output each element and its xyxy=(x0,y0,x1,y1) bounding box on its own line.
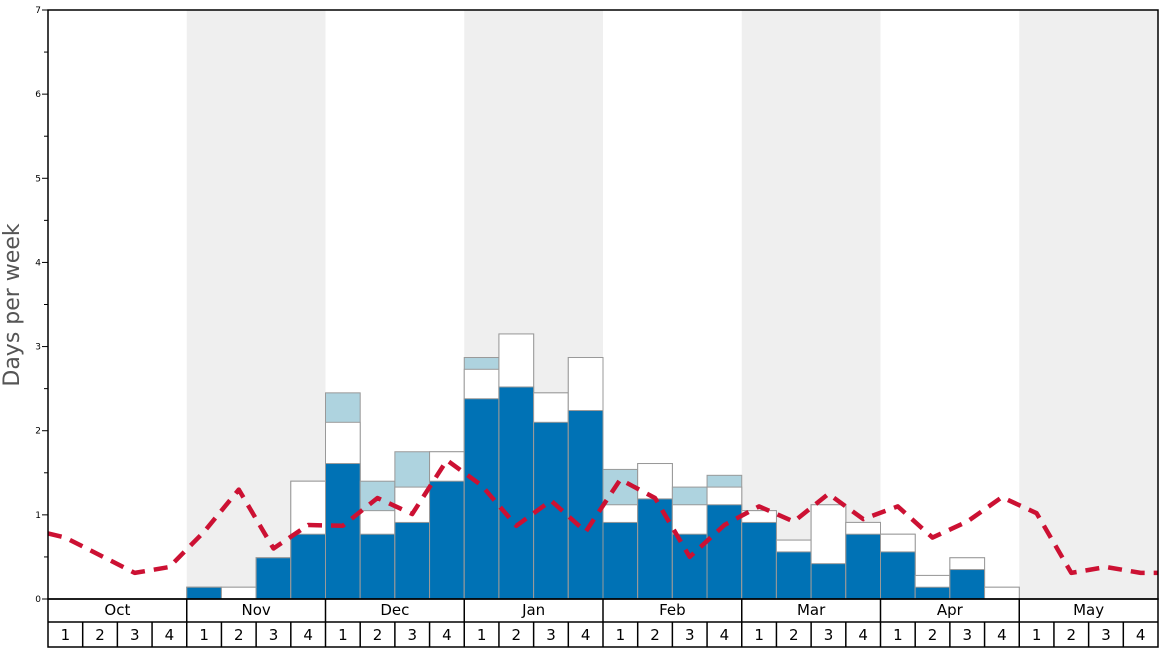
bar-base-24 xyxy=(846,534,881,599)
week-label: 3 xyxy=(962,626,972,644)
week-label: 3 xyxy=(824,626,834,644)
bar-base-16 xyxy=(568,411,603,599)
week-label: 4 xyxy=(581,626,591,644)
bar-mid-28 xyxy=(985,587,1020,599)
y-tick-label: 7 xyxy=(35,6,41,16)
month-label-oct: Oct xyxy=(104,601,130,619)
week-label: 2 xyxy=(373,626,383,644)
bar-base-17 xyxy=(603,522,638,599)
week-label: 2 xyxy=(789,626,799,644)
y-tick-label: 4 xyxy=(35,258,41,268)
week-label: 1 xyxy=(1032,626,1042,644)
week-label: 4 xyxy=(442,626,452,644)
week-label: 1 xyxy=(754,626,764,644)
week-label: 3 xyxy=(546,626,556,644)
bar-base-12 xyxy=(430,481,465,599)
y-tick-label: 2 xyxy=(35,427,41,437)
y-tick-label: 1 xyxy=(35,511,41,521)
month-label-may: May xyxy=(1073,601,1104,619)
bar-base-22 xyxy=(776,552,811,599)
month-label-apr: Apr xyxy=(937,601,964,619)
week-label: 1 xyxy=(199,626,209,644)
month-label-jan: Jan xyxy=(521,601,545,619)
week-label: 4 xyxy=(720,626,730,644)
week-label: 3 xyxy=(685,626,695,644)
y-tick-label: 3 xyxy=(35,343,41,353)
bar-base-5 xyxy=(187,587,222,599)
week-label: 4 xyxy=(303,626,313,644)
week-label: 3 xyxy=(269,626,279,644)
y-tick-label: 6 xyxy=(35,90,41,100)
week-label: 3 xyxy=(1101,626,1111,644)
week-label: 4 xyxy=(858,626,868,644)
bar-base-9 xyxy=(326,464,361,599)
bar-base-7 xyxy=(256,558,291,599)
bar-base-25 xyxy=(881,552,916,599)
week-label: 2 xyxy=(512,626,522,644)
bar-base-27 xyxy=(950,570,985,599)
week-label: 4 xyxy=(997,626,1007,644)
bar-base-21 xyxy=(742,522,777,599)
bar-base-10 xyxy=(360,534,395,599)
bar-base-18 xyxy=(638,499,673,599)
week-label: 2 xyxy=(650,626,660,644)
bar-base-26 xyxy=(915,587,950,599)
y-tick-label: 5 xyxy=(35,174,41,184)
bar-base-11 xyxy=(395,522,430,599)
week-label: 1 xyxy=(61,626,71,644)
week-label: 4 xyxy=(1136,626,1146,644)
week-label: 1 xyxy=(893,626,903,644)
y-tick-label: 0 xyxy=(35,595,41,605)
week-label: 1 xyxy=(616,626,626,644)
month-label-nov: Nov xyxy=(241,601,270,619)
week-label: 2 xyxy=(95,626,105,644)
month-label-dec: Dec xyxy=(380,601,409,619)
week-label: 3 xyxy=(130,626,140,644)
bar-base-23 xyxy=(811,564,846,599)
week-label: 1 xyxy=(338,626,348,644)
week-label: 2 xyxy=(928,626,938,644)
week-label: 2 xyxy=(234,626,244,644)
bar-mid-6 xyxy=(221,587,256,599)
month-shade-may xyxy=(1019,10,1158,599)
month-label-mar: Mar xyxy=(797,601,826,619)
month-label-feb: Feb xyxy=(659,601,686,619)
week-label: 4 xyxy=(165,626,175,644)
bar-base-8 xyxy=(291,534,326,599)
week-label: 3 xyxy=(407,626,417,644)
week-label: 1 xyxy=(477,626,487,644)
y-axis-label: Days per week xyxy=(0,223,25,386)
bar-base-14 xyxy=(499,387,534,599)
week-label: 2 xyxy=(1067,626,1077,644)
